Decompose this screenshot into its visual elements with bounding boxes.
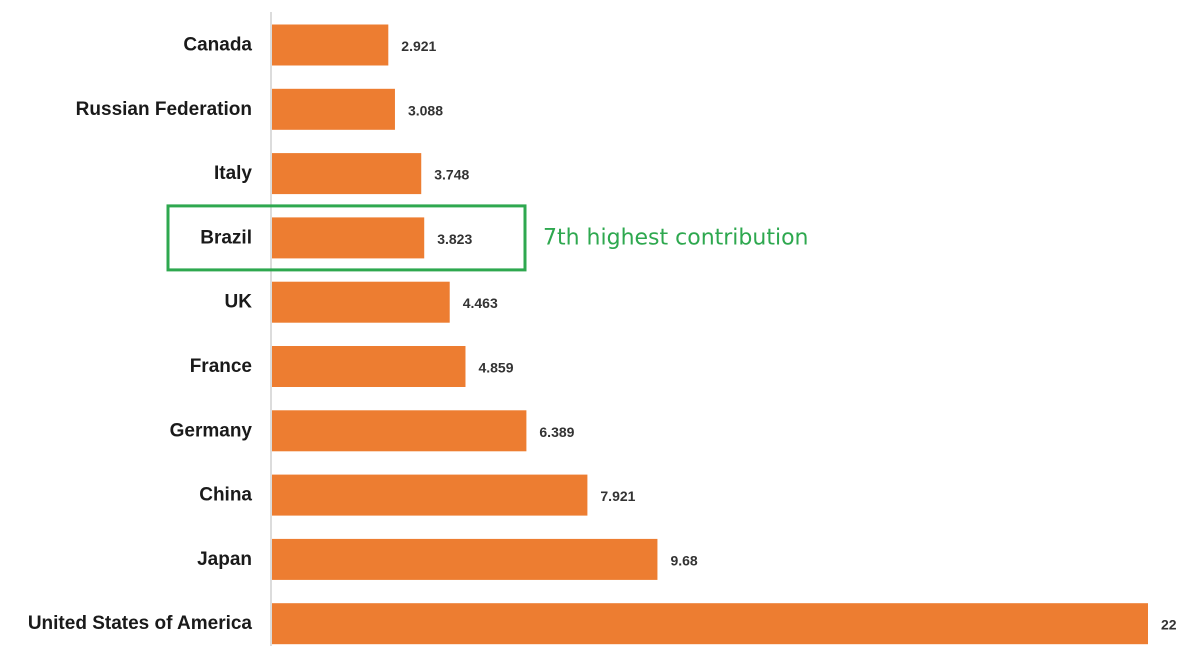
bar <box>272 217 425 259</box>
bar <box>272 603 1148 645</box>
value-label: 3.823 <box>437 231 472 247</box>
bar-row-japan: Japan 9.68 <box>197 538 698 580</box>
bar <box>272 346 466 387</box>
annotation-layer: 7th highest contribution <box>166 204 808 272</box>
value-label: 22 <box>1161 617 1177 633</box>
value-label: 7.921 <box>600 488 635 504</box>
value-label: 6.389 <box>539 424 574 440</box>
bar-row-brazil: Brazil 3.823 <box>200 217 472 259</box>
bar <box>272 24 389 66</box>
category-label: UK <box>225 292 253 313</box>
value-label: 9.68 <box>670 552 697 568</box>
highlight-box <box>166 204 527 272</box>
value-label: 3.088 <box>408 102 443 118</box>
category-label: Canada <box>183 35 252 56</box>
value-label: 3.748 <box>434 167 469 183</box>
bar-row-united-states-of-america: United States of America 22 <box>28 603 1177 645</box>
bar <box>272 474 588 516</box>
value-label: 4.463 <box>463 295 498 311</box>
bar-row-uk: UK 4.463 <box>225 281 498 323</box>
bar <box>272 88 395 130</box>
annotation-text: 7th highest contribution <box>543 225 808 250</box>
category-label: Italy <box>214 163 252 184</box>
category-label: China <box>199 485 252 506</box>
bar <box>272 281 450 323</box>
bar-row-france: France 4.859 <box>190 346 514 387</box>
category-label: Japan <box>197 549 252 570</box>
bars-layer: Canada 2.921 Russian Federation 3.088 Italy 3… <box>28 24 1177 645</box>
bar <box>272 538 658 580</box>
category-label: Russian Federation <box>76 99 252 120</box>
category-label: United States of America <box>28 613 253 634</box>
value-label: 4.859 <box>478 360 513 376</box>
category-label: France <box>190 356 252 377</box>
bar <box>272 410 527 452</box>
bar-row-china: China 7.921 <box>199 474 636 516</box>
bar-row-canada: Canada 2.921 <box>183 24 437 66</box>
bar-row-germany: Germany 6.389 <box>170 410 575 452</box>
category-label: Germany <box>170 420 253 441</box>
category-label: Brazil <box>200 227 252 248</box>
bar-row-russian-federation: Russian Federation 3.088 <box>76 88 443 130</box>
value-label: 2.921 <box>401 38 436 54</box>
bar <box>272 153 422 195</box>
bar-row-italy: Italy 3.748 <box>214 153 469 195</box>
